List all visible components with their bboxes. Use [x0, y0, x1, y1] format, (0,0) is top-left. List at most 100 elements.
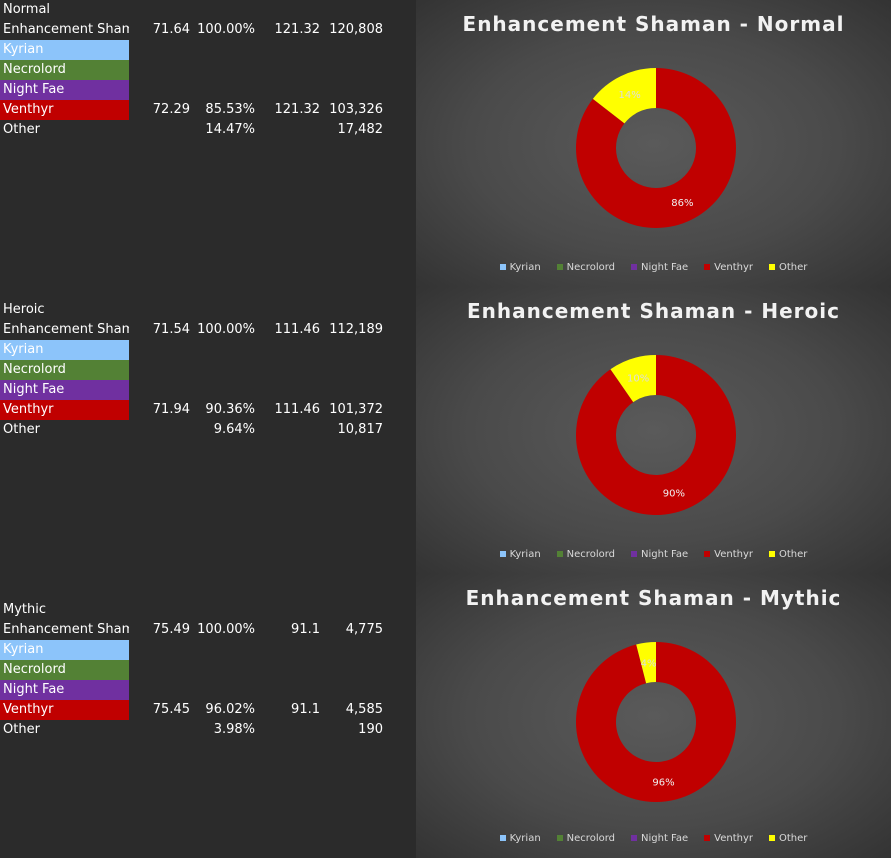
- cell-v1[interactable]: 75.45: [152, 702, 190, 717]
- data-label: 86%: [671, 198, 693, 209]
- cell-pct[interactable]: 100.00%: [197, 322, 255, 337]
- cell-name[interactable]: Night Fae: [0, 380, 129, 400]
- cell-name[interactable]: Night Fae: [0, 680, 129, 700]
- legend-label: Night Fae: [641, 833, 689, 844]
- cell-pct[interactable]: 85.53%: [205, 102, 255, 117]
- legend-swatch: [556, 264, 563, 270]
- chart-0[interactable]: Enhancement Shaman - Normal 86% 14% Kyrian N…: [416, 0, 891, 287]
- cell-pct[interactable]: 3.98%: [213, 722, 255, 737]
- slice-other[interactable]: [610, 355, 656, 403]
- table-row: Other 3.98% 190: [0, 720, 400, 740]
- legend-item[interactable]: Necrolord: [556, 833, 615, 844]
- table-row: Other 9.64% 10,817: [0, 420, 400, 440]
- cell-v4[interactable]: 120,808: [329, 22, 383, 37]
- cell-name[interactable]: Night Fae: [0, 80, 129, 100]
- cell-pct[interactable]: 100.00%: [197, 622, 255, 637]
- cell-name[interactable]: Enhancement Shaman: [3, 322, 129, 337]
- chart-2[interactable]: Enhancement Shaman - Mythic 96% 4% Kyrian Ne…: [416, 574, 891, 858]
- data-label: 90%: [663, 488, 685, 499]
- table-row: Night Fae: [0, 80, 400, 100]
- cell-v4[interactable]: 190: [358, 722, 383, 737]
- legend-item[interactable]: Venthyr: [704, 833, 753, 844]
- chart-1[interactable]: Enhancement Shaman - Heroic 90% 10% Kyrian N…: [416, 287, 891, 574]
- slice-venthyr[interactable]: [576, 355, 736, 515]
- legend-swatch: [769, 264, 776, 270]
- cell-name[interactable]: Venthyr: [0, 700, 129, 720]
- table-row: Other 14.47% 17,482: [0, 120, 400, 140]
- legend-item[interactable]: Night Fae: [631, 549, 688, 560]
- legend-item[interactable]: Other: [769, 549, 807, 560]
- cell-v1[interactable]: 71.94: [152, 402, 190, 417]
- cell-name[interactable]: Kyrian: [0, 640, 129, 660]
- legend-swatch: [499, 264, 506, 270]
- cell-name[interactable]: Necrolord: [0, 360, 129, 380]
- legend-swatch: [631, 551, 637, 557]
- cell-pct[interactable]: 96.02%: [205, 702, 255, 717]
- legend-label: Kyrian: [509, 549, 541, 560]
- cell-v4[interactable]: 112,189: [329, 322, 383, 337]
- legend-item[interactable]: Necrolord: [556, 549, 615, 560]
- legend: Kyrian Necrolord Night Fae Venthyr Other: [416, 833, 891, 844]
- legend-item[interactable]: Kyrian: [499, 549, 541, 560]
- cell-v1[interactable]: 71.64: [152, 22, 190, 37]
- cell-name[interactable]: Enhancement Shaman: [3, 22, 129, 37]
- cell-v3[interactable]: 121.32: [274, 102, 321, 117]
- legend-item[interactable]: Night Fae: [631, 262, 688, 273]
- legend-label: Necrolord: [566, 549, 615, 560]
- table-row: Night Fae: [0, 380, 400, 400]
- slice-other[interactable]: [636, 642, 656, 684]
- table-row: Necrolord: [0, 360, 400, 380]
- cell-name[interactable]: Necrolord: [0, 660, 129, 680]
- cell-v4[interactable]: 101,372: [329, 402, 383, 417]
- legend-label: Other: [779, 833, 808, 844]
- legend: Kyrian Necrolord Night Fae Venthyr Other: [416, 549, 891, 560]
- cell-name[interactable]: Enhancement Shaman: [3, 622, 129, 637]
- cell-v4[interactable]: 4,585: [345, 702, 383, 717]
- slice-venthyr[interactable]: [576, 642, 736, 802]
- cell-v1[interactable]: 72.29: [152, 102, 190, 117]
- cell-pct[interactable]: 90.36%: [205, 402, 255, 417]
- legend-item[interactable]: Other: [769, 833, 807, 844]
- cell-name[interactable]: Kyrian: [0, 340, 129, 360]
- cell-v4[interactable]: 103,326: [329, 102, 383, 117]
- chart-title: Enhancement Shaman - Normal: [462, 12, 845, 36]
- cell-name[interactable]: Venthyr: [0, 100, 129, 120]
- legend-item[interactable]: Necrolord: [556, 262, 615, 273]
- cell-pct[interactable]: 14.47%: [205, 122, 255, 137]
- legend-label: Night Fae: [641, 262, 689, 273]
- cell-v4[interactable]: 4,775: [345, 622, 383, 637]
- cell-v1[interactable]: 75.49: [152, 622, 190, 637]
- cell-v3[interactable]: 91.1: [291, 622, 320, 637]
- section-label[interactable]: Normal: [3, 2, 51, 17]
- legend-swatch: [499, 835, 506, 841]
- table-row: Kyrian: [0, 640, 400, 660]
- legend-item[interactable]: Night Fae: [631, 833, 688, 844]
- cell-pct[interactable]: 9.64%: [213, 422, 255, 437]
- legend-item[interactable]: Venthyr: [704, 549, 753, 560]
- legend-item[interactable]: Other: [769, 262, 807, 273]
- data-label: 14%: [619, 90, 641, 101]
- legend-item[interactable]: Kyrian: [499, 833, 541, 844]
- cell-name[interactable]: Other: [3, 122, 40, 137]
- cell-v3[interactable]: 121.32: [274, 22, 321, 37]
- cell-name[interactable]: Venthyr: [0, 400, 129, 420]
- section-label[interactable]: Mythic: [3, 602, 47, 617]
- slice-venthyr[interactable]: [576, 68, 736, 228]
- legend-swatch: [769, 835, 776, 841]
- cell-v3[interactable]: 111.46: [274, 402, 321, 417]
- legend-item[interactable]: Venthyr: [704, 262, 753, 273]
- cell-v1[interactable]: 71.54: [152, 322, 190, 337]
- cell-pct[interactable]: 100.00%: [197, 22, 255, 37]
- cell-v4[interactable]: 10,817: [337, 422, 384, 437]
- cell-name[interactable]: Kyrian: [0, 40, 129, 60]
- cell-v4[interactable]: 17,482: [337, 122, 384, 137]
- section-label[interactable]: Heroic: [3, 302, 45, 317]
- slice-other[interactable]: [592, 68, 656, 124]
- cell-v3[interactable]: 111.46: [274, 322, 321, 337]
- legend-item[interactable]: Kyrian: [499, 262, 541, 273]
- cell-name[interactable]: Necrolord: [0, 60, 129, 80]
- cell-name[interactable]: Other: [3, 422, 40, 437]
- cell-v3[interactable]: 91.1: [291, 702, 320, 717]
- cell-name[interactable]: Other: [3, 722, 40, 737]
- legend-swatch: [769, 551, 776, 557]
